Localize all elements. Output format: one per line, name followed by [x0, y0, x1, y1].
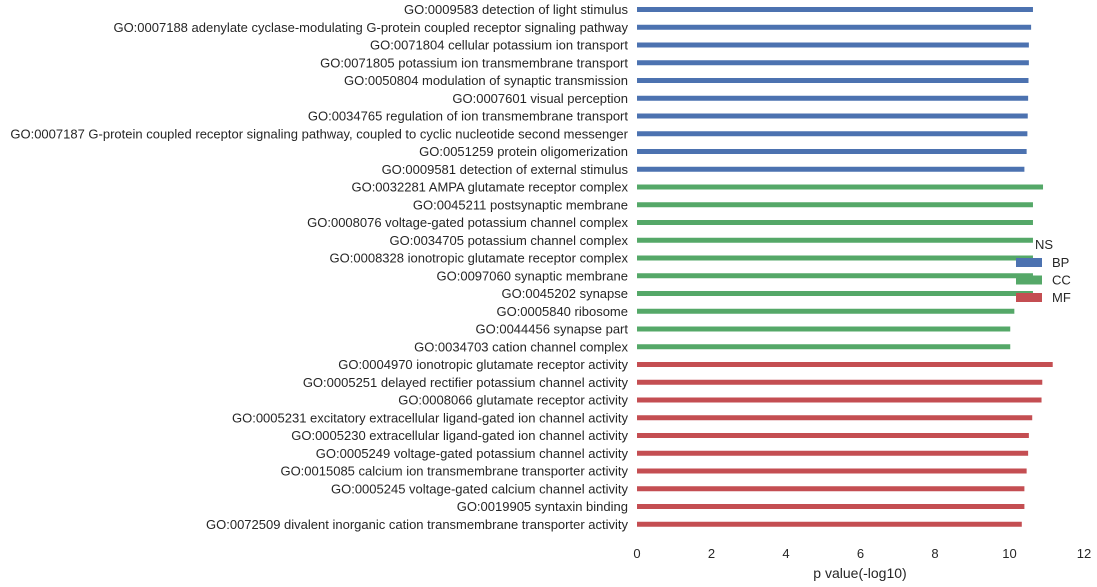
bar-21	[637, 362, 1053, 367]
legend-swatch-bp	[1016, 258, 1042, 267]
x-tick-label-0: 0	[633, 546, 640, 561]
category-label-6: GO:0007601 visual perception	[452, 91, 628, 106]
x-axis-label: p value(-log10)	[813, 565, 906, 581]
bar-26	[637, 450, 1029, 456]
category-label-28: GO:0005245 voltage-gated calcium channel…	[331, 481, 629, 496]
x-tick-label-10: 10	[1002, 546, 1016, 561]
category-label-29: GO:0019905 syntaxin binding	[457, 499, 628, 514]
bar-3	[637, 42, 1029, 48]
bar-9	[637, 149, 1027, 154]
category-label-17: GO:0045202 synapse	[502, 286, 628, 301]
bar-30	[637, 521, 1022, 527]
category-label-12: GO:0045211 postsynaptic membrane	[413, 197, 628, 212]
x-tick-label-2: 2	[708, 546, 715, 561]
category-label-20: GO:0034703 cation channel complex	[414, 339, 628, 354]
bar-2	[637, 24, 1032, 30]
bar-17	[637, 291, 1033, 296]
bar-19	[637, 326, 1011, 332]
legend-label-cc: CC	[1052, 273, 1071, 288]
bar-28	[637, 486, 1025, 492]
category-label-7: GO:0034765 regulation of ion transmembra…	[308, 109, 629, 124]
category-label-10: GO:0009581 detection of external stimulu…	[382, 162, 629, 177]
x-tick-label-8: 8	[931, 546, 938, 561]
category-label-23: GO:0008066 glutamate receptor activity	[398, 393, 628, 408]
bar-12	[637, 202, 1033, 208]
bar-16	[637, 273, 1033, 279]
bar-1	[637, 7, 1033, 12]
bar-20	[637, 344, 1011, 350]
category-label-2: GO:0007188 adenylate cyclase-modulating …	[113, 20, 628, 35]
legend-swatch-cc	[1016, 275, 1042, 285]
bar-13	[637, 220, 1033, 225]
legend-label-mf: MF	[1052, 290, 1071, 305]
category-label-21: GO:0004970 ionotropic glutamate receptor…	[338, 357, 628, 372]
bar-7	[637, 113, 1028, 119]
x-tick-label-4: 4	[782, 546, 789, 561]
bar-24	[637, 415, 1033, 421]
category-label-5: GO:0050804 modulation of synaptic transm…	[344, 73, 628, 88]
category-label-1: GO:0009583 detection of light stimulus	[404, 2, 629, 17]
category-label-13: GO:0008076 voltage-gated potassium chann…	[307, 215, 628, 230]
category-label-30: GO:0072509 divalent inorganic cation tra…	[206, 517, 628, 532]
category-label-8: GO:0007187 G-protein coupled receptor si…	[10, 126, 628, 141]
category-label-11: GO:0032281 AMPA glutamate receptor compl…	[351, 180, 628, 195]
category-label-25: GO:0005230 extracellular ligand-gated io…	[291, 428, 628, 443]
category-label-9: GO:0051259 protein oligomerization	[419, 144, 628, 159]
category-label-19: GO:0044456 synapse part	[476, 322, 629, 337]
bar-14	[637, 237, 1033, 243]
category-labels: GO:0009583 detection of light stimulus GO…	[10, 2, 628, 532]
bar-22	[637, 379, 1043, 385]
bar-29	[637, 504, 1025, 509]
x-tick-labels: 0 2 4 6 8 10 12	[633, 546, 1091, 561]
category-label-4: GO:0071805 potassium ion transmembrane t…	[320, 55, 628, 70]
bar-23	[637, 397, 1042, 403]
legend-label-bp: BP	[1052, 255, 1069, 270]
bar-15	[637, 255, 1033, 261]
bar-18	[637, 308, 1015, 314]
legend-swatch-mf	[1016, 293, 1042, 302]
category-label-27: GO:0015085 calcium ion transmembrane tra…	[280, 464, 628, 479]
category-label-26: GO:0005249 voltage-gated potassium chann…	[316, 446, 629, 461]
bar-25	[637, 433, 1029, 438]
category-label-22: GO:0005251 delayed rectifier potassium c…	[303, 375, 629, 390]
bar-4	[637, 60, 1029, 66]
bar-27	[637, 468, 1027, 474]
bars-layer	[637, 7, 1053, 527]
x-tick-label-6: 6	[857, 546, 864, 561]
category-label-15: GO:0008328 ionotropic glutamate receptor…	[330, 251, 629, 266]
bar-6	[637, 95, 1029, 101]
legend-title: NS	[1035, 237, 1053, 252]
legend: NS BP CC MF	[1016, 237, 1071, 305]
category-label-14: GO:0034705 potassium channel complex	[390, 233, 629, 248]
x-tick-label-12: 12	[1077, 546, 1091, 561]
bar-5	[637, 78, 1029, 83]
bar-8	[637, 131, 1028, 137]
category-label-24: GO:0005231 excitatory extracellular liga…	[232, 410, 629, 425]
category-label-16: GO:0097060 synaptic membrane	[437, 268, 629, 283]
category-label-3: GO:0071804 cellular potassium ion transp…	[370, 38, 628, 53]
category-label-18: GO:0005840 ribosome	[496, 304, 628, 319]
bar-10	[637, 166, 1025, 172]
bar-11	[637, 184, 1044, 190]
